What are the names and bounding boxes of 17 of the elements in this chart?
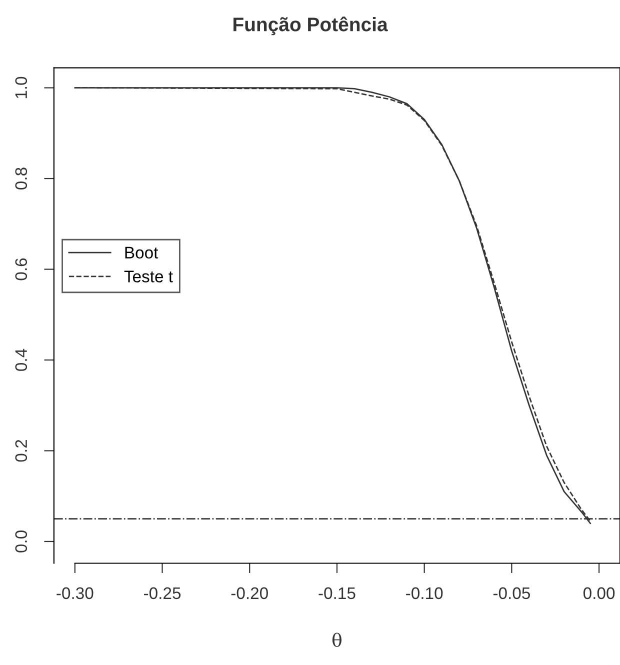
x-tick-label: 0.00 bbox=[583, 587, 615, 600]
y-tick-label: 0.8 bbox=[15, 168, 28, 190]
x-tick-label: -0.15 bbox=[318, 587, 356, 600]
y-tick-label: 0.2 bbox=[15, 440, 28, 462]
x-tick-label: -0.05 bbox=[493, 587, 530, 600]
x-tick-label: -0.20 bbox=[231, 587, 268, 600]
x-tick-label: -0.10 bbox=[406, 587, 443, 600]
y-tick-label: 0.0 bbox=[15, 530, 28, 552]
x-tick-label: -0.30 bbox=[56, 587, 94, 600]
y-tick-label: 0.4 bbox=[15, 348, 28, 371]
legend-label: Teste t bbox=[124, 270, 173, 282]
x-axis-title: θ bbox=[332, 632, 342, 647]
legend-label: Boot bbox=[125, 246, 158, 259]
chart-title: Função Potência bbox=[234, 16, 388, 36]
y-tick-label: 0.6 bbox=[15, 258, 28, 280]
x-tick-label: -0.25 bbox=[144, 587, 181, 600]
y-tick-label: 1.0 bbox=[15, 76, 28, 98]
